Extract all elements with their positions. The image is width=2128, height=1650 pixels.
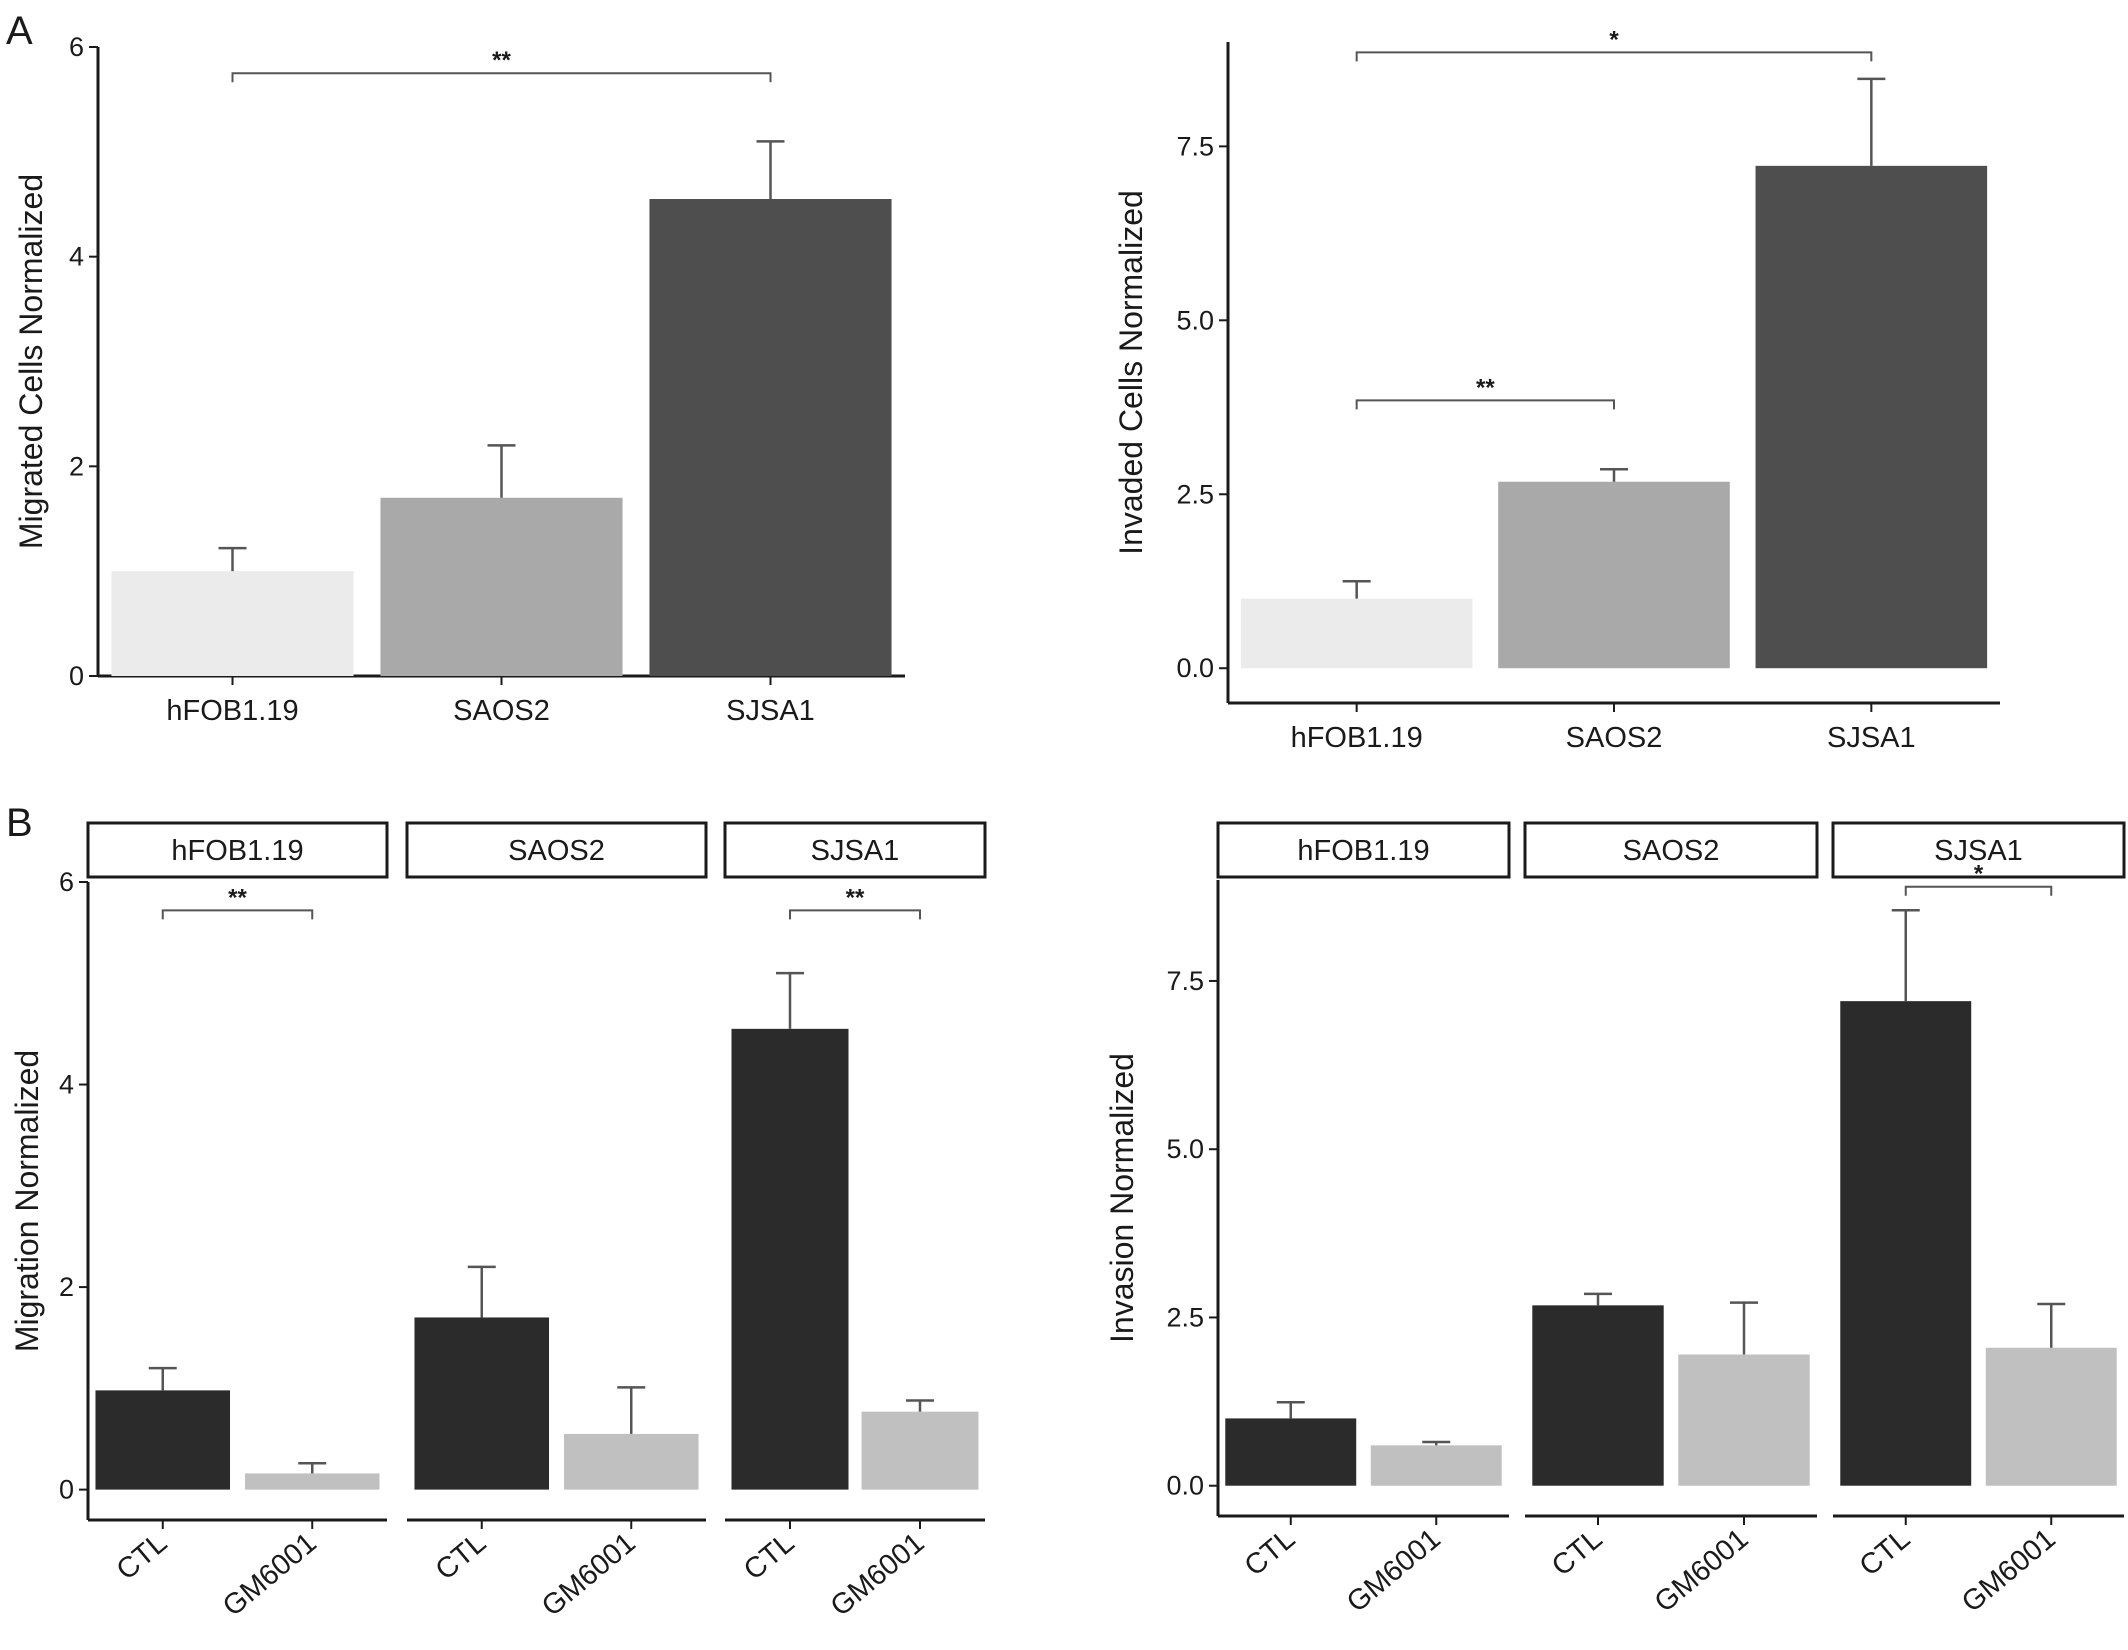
x-tick-label: SAOS2 <box>453 695 550 727</box>
x-tick-label: GM6001 <box>536 1527 642 1623</box>
facet-title: SJSA1 <box>1934 835 2023 867</box>
x-tick-label: GM6001 <box>1956 1523 2062 1619</box>
facet-strip <box>1523 821 1819 879</box>
chart-a-invasion: 0.0 2.5 5.0 7.5 Invaded Cells Normalized hFOB… <box>1113 26 2000 754</box>
facet-strip <box>86 821 389 879</box>
bar <box>731 1028 849 1490</box>
y-tick-label: 5.0 <box>1166 1134 1204 1164</box>
chart-b-invasion: 0.0 2.5 5.0 7.5 Invasion Normalized hFOB1.19 C… <box>1104 821 2126 1619</box>
bar <box>1498 481 1730 669</box>
y-axis-label: Migrated Cells Normalized <box>13 174 49 549</box>
significance-label: ** <box>492 47 511 74</box>
x-tick-label: hFOB1.19 <box>1291 722 1423 754</box>
y-tick-label: 4 <box>69 242 84 272</box>
bar <box>95 1390 231 1490</box>
bar <box>380 497 623 676</box>
significance-bracket <box>1355 51 1873 62</box>
significance-bracket <box>789 909 921 920</box>
significance-bracket <box>1355 399 1615 410</box>
bar <box>861 1411 979 1490</box>
significance-label: ** <box>1476 374 1495 401</box>
facet-strip <box>723 821 987 879</box>
bar <box>1840 1001 1972 1486</box>
x-tick-label: CTL <box>738 1527 801 1587</box>
bar <box>1225 1418 1357 1486</box>
bar <box>563 1433 699 1490</box>
bar <box>649 199 892 676</box>
y-tick-label: 7.5 <box>1166 966 1204 996</box>
bar <box>1678 1354 1810 1486</box>
x-tick-label: GM6001 <box>217 1527 323 1623</box>
x-tick-label: SJSA1 <box>1827 722 1916 754</box>
x-tick-label: GM6001 <box>825 1527 931 1623</box>
x-tick-label: CTL <box>1854 1523 1917 1583</box>
significance-label: * <box>1609 26 1619 53</box>
y-axis-label: Migration Normalized <box>9 1050 45 1352</box>
y-tick-label: 2.5 <box>1176 479 1214 509</box>
facet-title: SAOS2 <box>508 835 605 867</box>
y-tick-label: 6 <box>69 32 84 62</box>
facet-title: SJSA1 <box>811 835 900 867</box>
y-tick-label: 0.0 <box>1166 1471 1204 1501</box>
bar <box>1985 1347 2117 1486</box>
significance-label: * <box>1974 861 1984 888</box>
bar <box>1240 598 1473 669</box>
facet-strip <box>405 821 708 879</box>
x-tick-label: CTL <box>1546 1523 1609 1583</box>
y-tick-label: 7.5 <box>1176 131 1214 161</box>
facet-strip <box>1831 821 2126 879</box>
bar <box>414 1317 550 1490</box>
x-tick-label: CTL <box>1239 1523 1302 1583</box>
facet-title: hFOB1.19 <box>171 835 303 867</box>
significance-label: ** <box>846 884 865 911</box>
x-tick-label: CTL <box>430 1527 493 1587</box>
facet-title: hFOB1.19 <box>1297 835 1429 867</box>
y-axis-label: Invasion Normalized <box>1104 1053 1140 1343</box>
x-tick-label: SAOS2 <box>1566 722 1663 754</box>
y-tick-label: 6 <box>59 867 74 897</box>
panel-label-b: B <box>6 801 33 845</box>
x-tick-label: CTL <box>111 1527 174 1587</box>
significance-bracket <box>1904 885 2053 896</box>
y-tick-label: 2.5 <box>1166 1302 1204 1332</box>
x-tick-label: GM6001 <box>1649 1523 1755 1619</box>
chart-b-migration: 0 2 4 6 Migration Normalized hFOB1.19 CTL GM600… <box>9 821 987 1623</box>
y-tick-label: 0 <box>59 1475 74 1505</box>
y-axis-label: Invaded Cells Normalized <box>1113 190 1149 555</box>
significance-bracket <box>161 909 314 920</box>
facet-strip <box>1216 821 1511 879</box>
panel-label-a: A <box>6 9 33 53</box>
y-tick-label: 0.0 <box>1176 653 1214 683</box>
chart-a-migration: 0 2 4 6 Migrated Cells Normalized hFOB1.19 SAO… <box>13 32 905 727</box>
y-tick-label: 2 <box>69 451 84 481</box>
x-tick-label: hFOB1.19 <box>166 695 298 727</box>
x-tick-label: GM6001 <box>1341 1523 1447 1619</box>
significance-label: ** <box>228 884 247 911</box>
y-tick-label: 0 <box>69 661 84 691</box>
bar <box>1370 1445 1502 1486</box>
x-tick-label: SJSA1 <box>726 695 815 727</box>
y-tick-label: 4 <box>59 1070 74 1100</box>
significance-bracket <box>231 72 772 83</box>
bar <box>1532 1305 1664 1486</box>
bar <box>111 571 354 676</box>
bar <box>1755 165 1988 669</box>
bar <box>244 1473 380 1490</box>
facet-title: SAOS2 <box>1623 835 1720 867</box>
y-tick-label: 2 <box>59 1272 74 1302</box>
y-tick-label: 5.0 <box>1176 305 1214 335</box>
